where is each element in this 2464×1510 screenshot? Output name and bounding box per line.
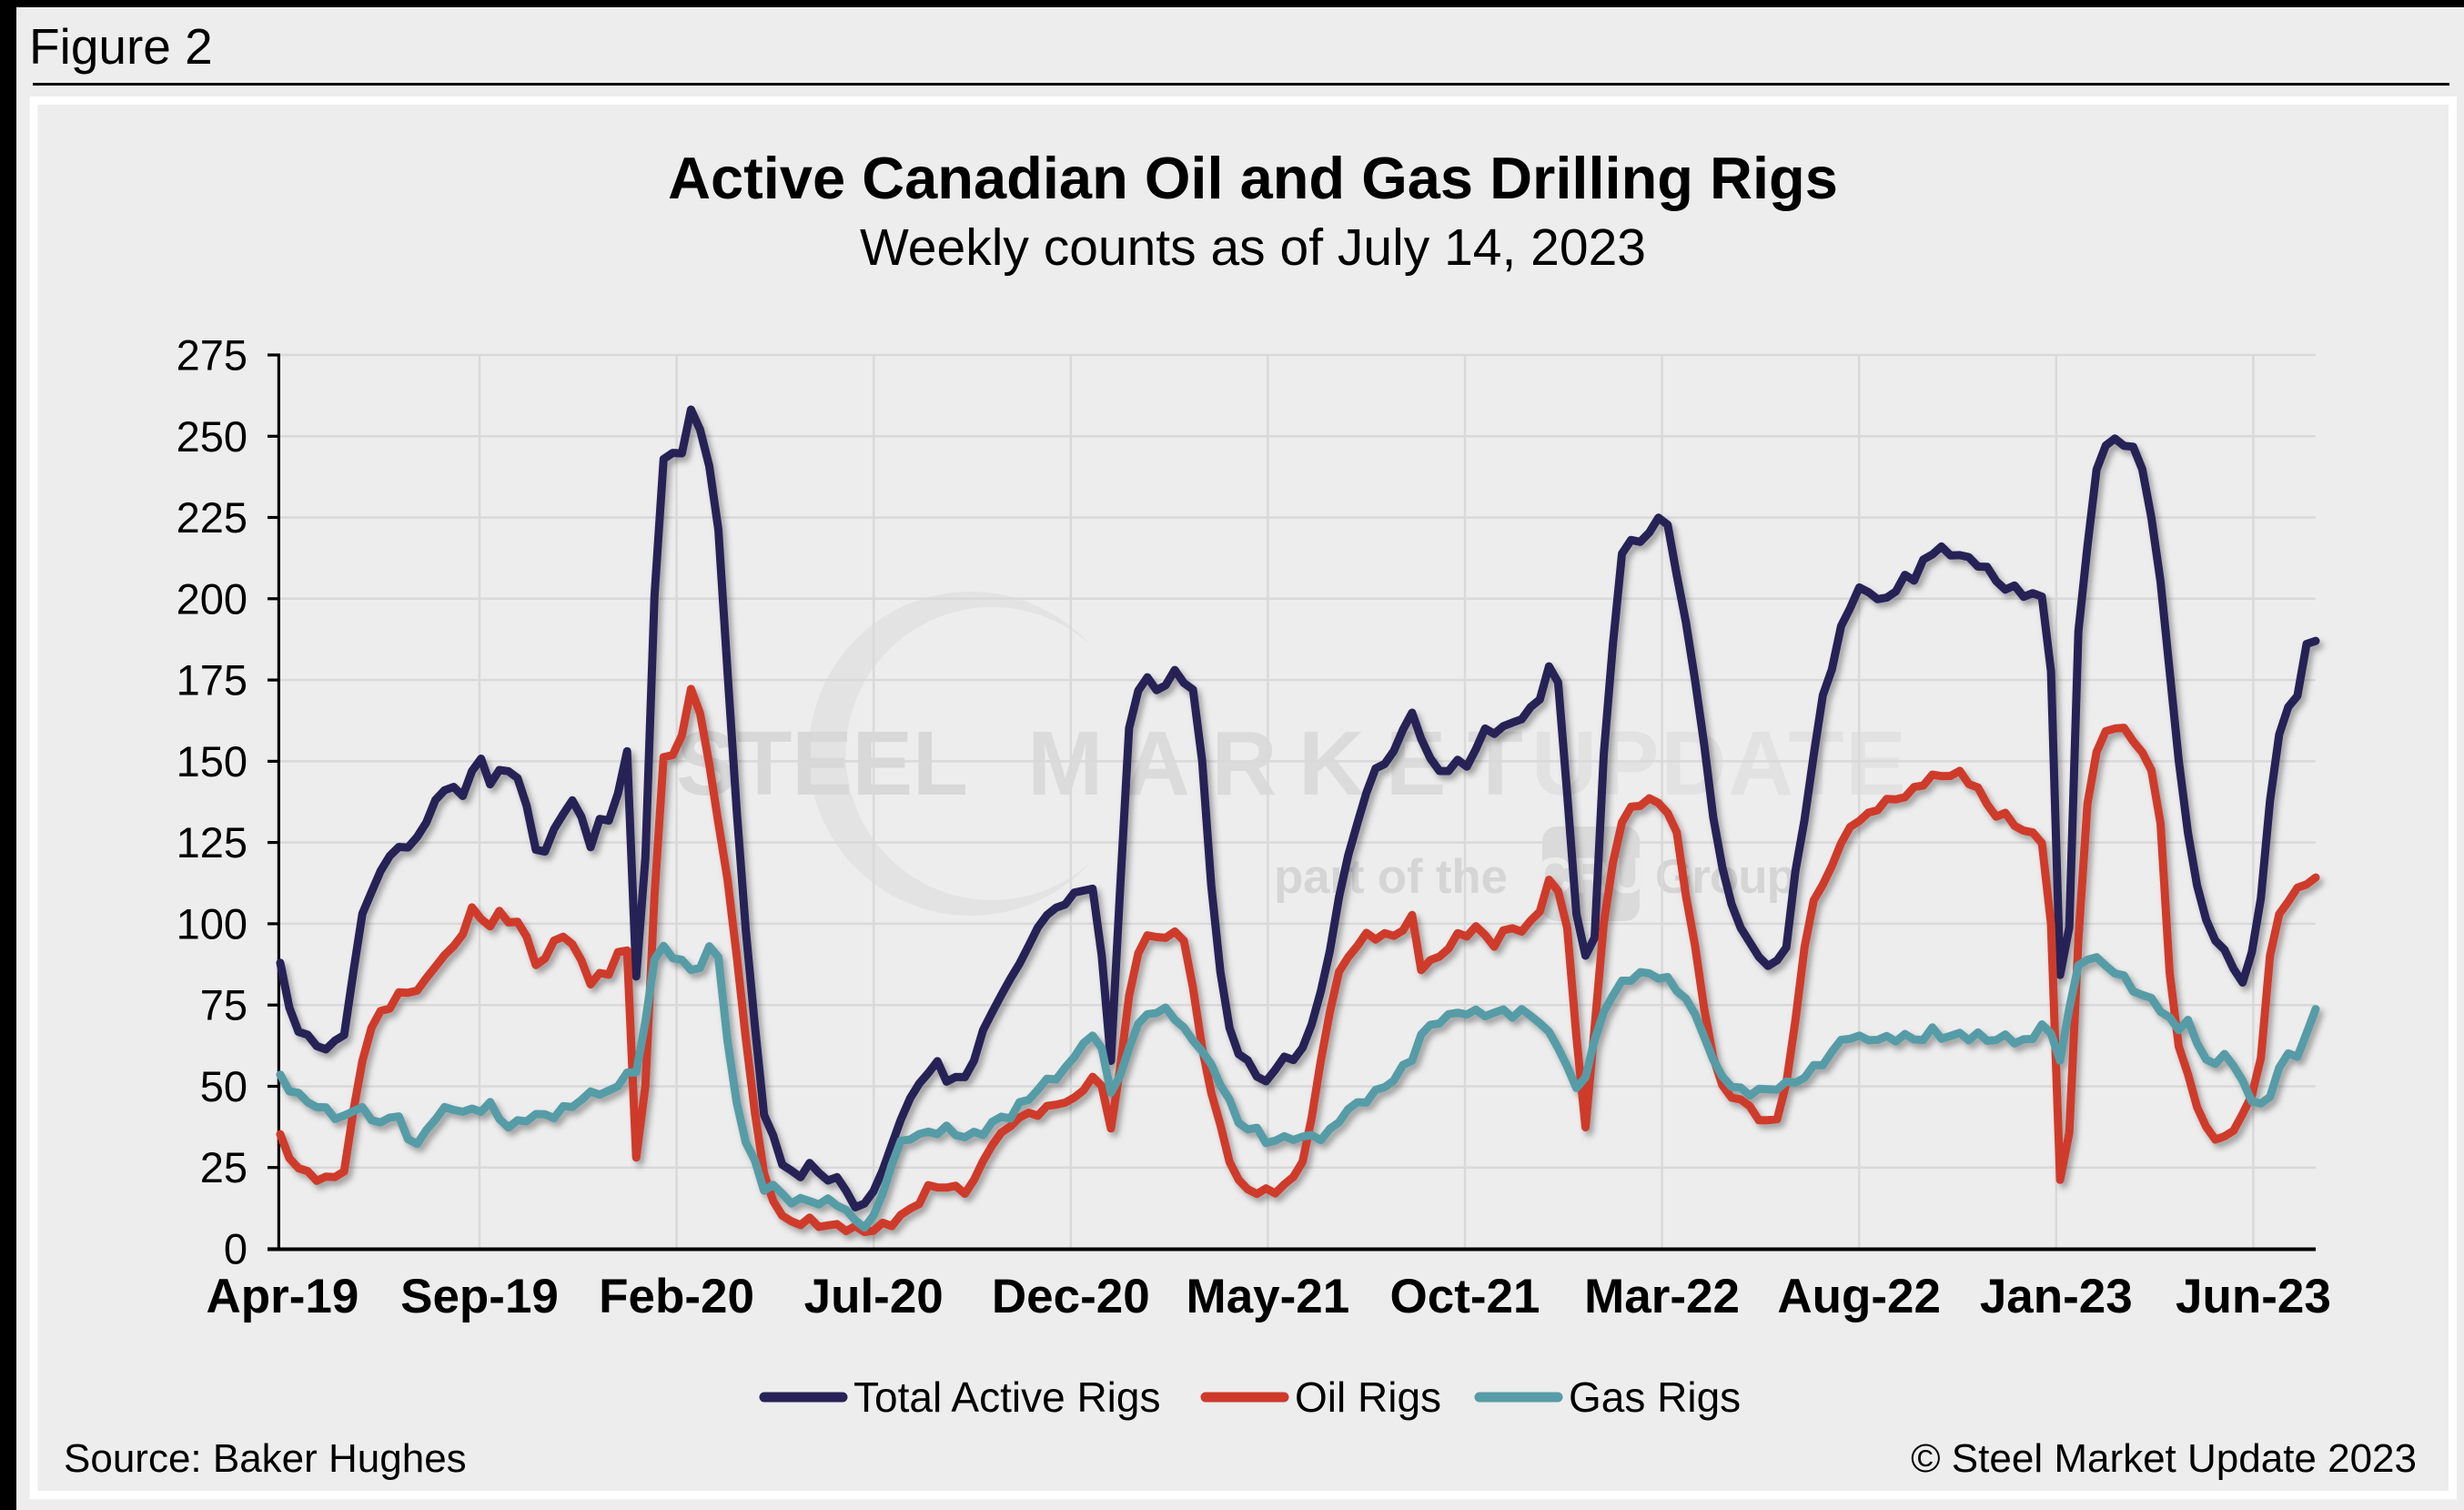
svg-text:Aug-22: Aug-22 (1777, 1270, 1941, 1323)
svg-text:100: 100 (177, 899, 247, 948)
svg-text:Active Canadian Oil and Gas Dr: Active Canadian Oil and Gas Drilling Rig… (668, 145, 1838, 211)
svg-text:Feb-20: Feb-20 (599, 1270, 754, 1323)
svg-text:175: 175 (177, 656, 247, 704)
svg-text:Dec-20: Dec-20 (992, 1270, 1150, 1323)
svg-text:Sep-19: Sep-19 (400, 1270, 559, 1323)
svg-text:Figure 2: Figure 2 (29, 18, 213, 75)
svg-text:Weekly counts as of July 14, 2: Weekly counts as of July 14, 2023 (860, 218, 1646, 277)
svg-text:Gas Rigs: Gas Rigs (1569, 1373, 1741, 1421)
svg-text:Oct-21: Oct-21 (1390, 1270, 1540, 1323)
svg-text:275: 275 (177, 331, 247, 380)
svg-text:Mar-22: Mar-22 (1584, 1270, 1740, 1323)
svg-text:UPDATE: UPDATE (1531, 713, 1906, 815)
svg-text:Jun-23: Jun-23 (2176, 1270, 2331, 1323)
svg-text:225: 225 (177, 493, 247, 542)
svg-text:200: 200 (177, 574, 247, 623)
svg-text:Oil Rigs: Oil Rigs (1295, 1373, 1441, 1421)
svg-text:75: 75 (200, 981, 247, 1029)
svg-text:150: 150 (177, 737, 247, 785)
svg-text:part of the: part of the (1274, 850, 1508, 904)
svg-text:STEEL: STEEL (676, 713, 968, 815)
svg-text:Jul-20: Jul-20 (804, 1270, 944, 1323)
svg-text:Jan-23: Jan-23 (1980, 1270, 2133, 1323)
svg-text:250: 250 (177, 412, 247, 461)
svg-text:May-21: May-21 (1187, 1270, 1350, 1323)
svg-text:© Steel Market Update 2023: © Steel Market Update 2023 (1911, 1436, 2417, 1481)
svg-text:CRU: CRU (1535, 846, 1645, 904)
svg-text:0: 0 (224, 1225, 247, 1273)
svg-text:Total Active Rigs: Total Active Rigs (853, 1373, 1160, 1421)
svg-text:125: 125 (177, 818, 247, 866)
svg-text:25: 25 (200, 1143, 247, 1191)
svg-text:Source: Baker Hughes: Source: Baker Hughes (64, 1436, 467, 1481)
svg-text:Apr-19: Apr-19 (206, 1270, 358, 1323)
svg-text:50: 50 (200, 1062, 247, 1110)
